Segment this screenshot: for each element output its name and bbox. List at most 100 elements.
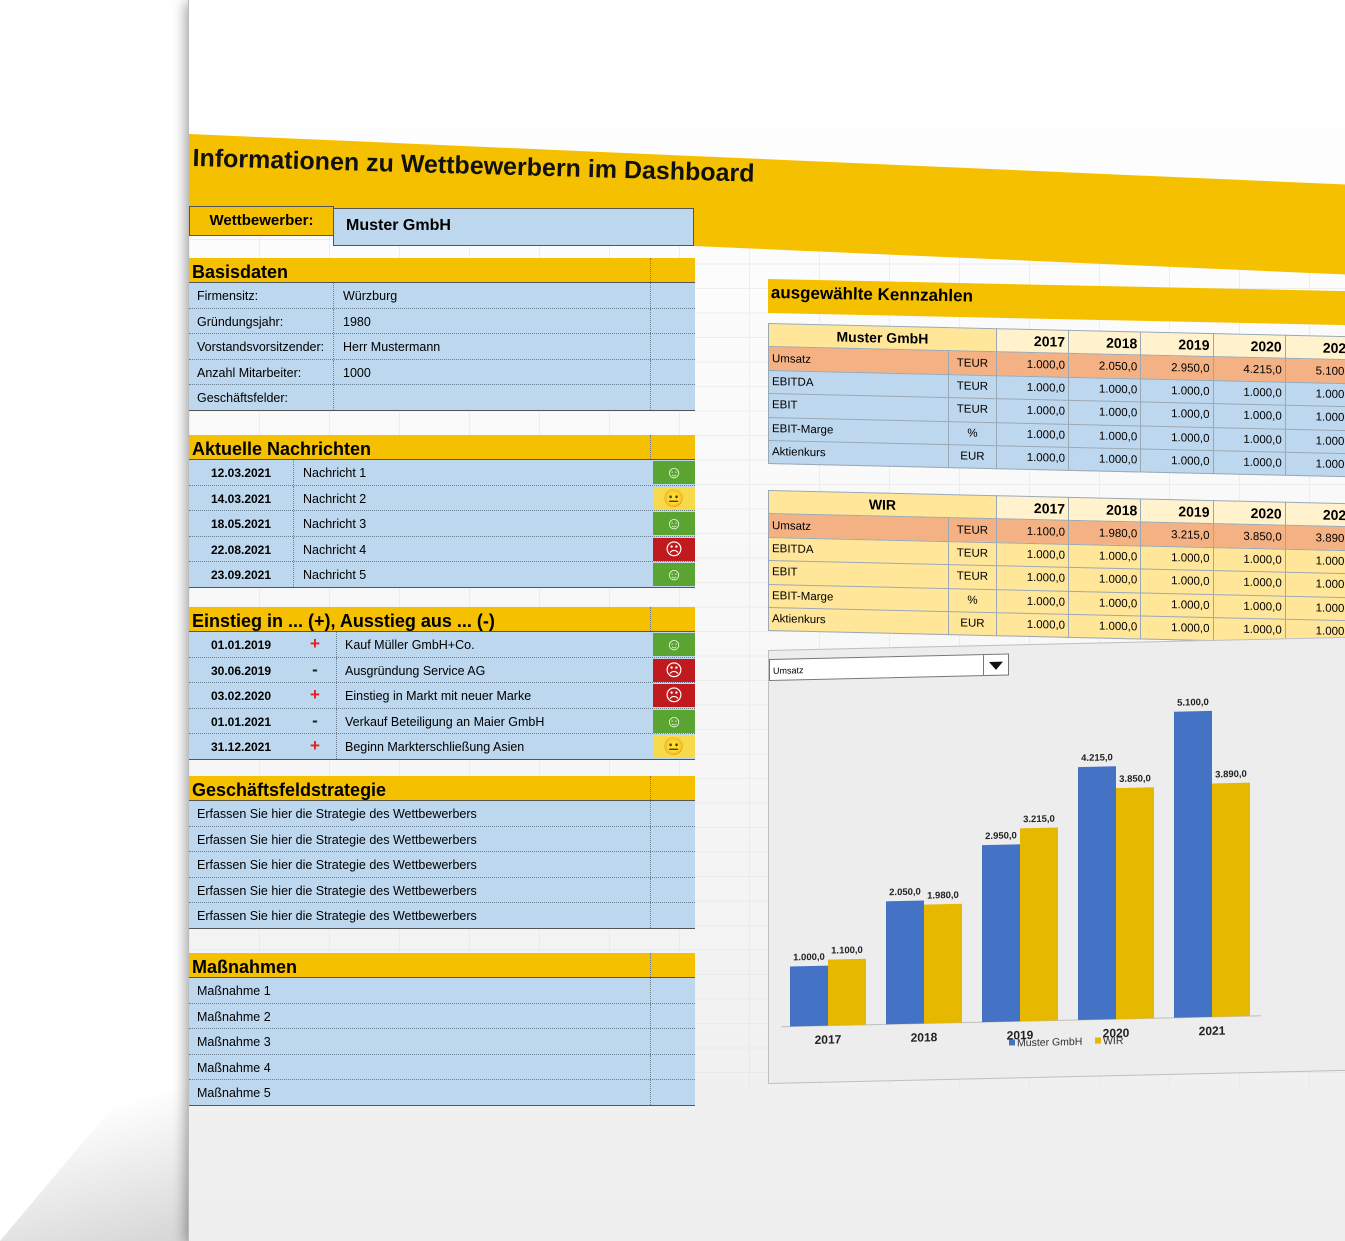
news-text[interactable]: Nachricht 3 [293,511,366,536]
entry-text[interactable]: Einstieg in Markt mit neuer Marke [336,683,531,708]
kpi-value[interactable]: 1.000,0 [1140,425,1213,451]
entry-text[interactable]: Ausgründung Service AG [336,657,485,682]
kpi-value[interactable]: 1.000,0 [1213,570,1286,596]
news-text[interactable]: Nachricht 2 [293,485,366,510]
entry-date: 03.02.2020 [210,689,272,703]
kpi-year: 2017 [996,495,1069,521]
entry-text[interactable]: Kauf Müller GmbH+Co. [336,632,475,657]
competitor-field[interactable]: Muster GmbH [333,208,694,246]
kpi-value[interactable]: 1.000,0 [1285,549,1345,575]
kpi-value[interactable]: 1.000,0 [1140,378,1213,404]
kpi-unit: % [948,421,997,446]
kpi-year: 2021 [1285,502,1345,528]
news-text[interactable]: Nachricht 1 [293,460,366,485]
kpi-value[interactable]: 1.000,0 [1213,594,1286,620]
measure-text[interactable]: Maßnahme 1 [197,984,271,998]
kpi-value[interactable]: 1.000,0 [1068,423,1141,449]
kpi-value[interactable]: 1.000,0 [1068,400,1141,426]
legend-swatch [1095,1037,1101,1044]
kpi-value[interactable]: 1.000,0 [1213,450,1286,476]
kpi-year: 2021 [1285,335,1345,361]
kpi-value[interactable]: 1.000,0 [1285,572,1345,598]
kpi-value[interactable]: 3.890,0 [1285,525,1345,551]
kpi-value[interactable]: 1.000,0 [1285,595,1345,621]
news-row: 22.08.2021 Nachricht 4 ☹ [189,536,695,562]
kpi-value[interactable]: 1.000,0 [996,422,1069,448]
empty-cell [650,385,696,410]
section-heading: Basisdaten [189,258,695,283]
kpi-value[interactable]: 1.000,0 [996,565,1069,591]
kpi-value[interactable]: 1.000,0 [1068,590,1141,616]
kpi-value[interactable]: 1.000,0 [1140,615,1213,641]
strategy-text[interactable]: Erfassen Sie hier die Strategie des Wett… [197,807,477,821]
data-label: 3.890,0 [1215,769,1247,781]
kpi-value[interactable]: 1.000,0 [996,375,1069,401]
kpi-value[interactable]: 1.000,0 [1213,403,1286,429]
kpi-value[interactable]: 2.050,0 [1068,353,1141,379]
strategy-text[interactable]: Erfassen Sie hier die Strategie des Wett… [197,832,477,847]
kpi-value[interactable]: 1.000,0 [996,589,1069,615]
kpi-value[interactable]: 1.000,0 [1140,592,1213,618]
entry-text[interactable]: Verkauf Beteiligung an Maier GmbH [336,708,544,733]
field-value[interactable] [333,385,660,410]
positive-smiley-icon: ☺ [653,709,695,733]
entry-text[interactable]: Beginn Markterschließung Asien [336,734,524,759]
kpi-value[interactable]: 1.000,0 [1213,380,1286,406]
data-label: 2.050,0 [889,887,921,899]
measure-text[interactable]: Maßnahme 3 [197,1035,271,1049]
basisdaten-row: Firmensitz: Würzburg [189,283,695,309]
plus-icon: + [310,634,320,653]
kpi-value[interactable]: 5.100,0 [1285,358,1345,384]
strategy-text[interactable]: Erfassen Sie hier die Strategie des Wett… [197,909,477,923]
field-value[interactable]: Würzburg [333,283,660,308]
kpi-value[interactable]: 1.000,0 [1068,544,1141,570]
kpi-value[interactable]: 1.000,0 [1140,545,1213,571]
kpi-value[interactable]: 1.000,0 [1285,382,1345,408]
kpi-unit: TEUR [948,517,997,543]
kpi-year: 2017 [996,328,1069,354]
kpi-value[interactable]: 1.000,0 [1213,547,1286,573]
kpi-value[interactable]: 1.000,0 [996,445,1069,471]
kpi-value[interactable]: 1.000,0 [996,398,1069,424]
kpi-value[interactable]: 1.000,0 [1140,402,1213,428]
kpi-value[interactable]: 3.215,0 [1140,522,1213,548]
kpi-value[interactable]: 1.000,0 [1285,428,1345,454]
kpi-value[interactable]: 1.980,0 [1068,520,1141,546]
field-value[interactable]: 1980 [333,308,660,333]
measure-text[interactable]: Maßnahme 2 [197,1009,271,1024]
kpi-value[interactable]: 1.000,0 [1068,377,1141,403]
news-text[interactable]: Nachricht 4 [293,536,366,561]
news-text[interactable]: Nachricht 5 [293,562,366,587]
measure-row: Maßnahme 3 [189,1029,695,1055]
kpi-value[interactable]: 1.000,0 [996,542,1069,568]
kpi-value[interactable]: 1.100,0 [996,519,1069,545]
kpi-value[interactable]: 1.000,0 [996,352,1069,378]
measure-text[interactable]: Maßnahme 4 [197,1060,271,1075]
x-tick-label: 2020 [1103,1026,1130,1041]
kpi-value[interactable]: 1.000,0 [1213,427,1286,453]
section-heading: Einstieg in ... (+), Ausstieg aus ... (-… [189,607,695,632]
positive-smiley-icon: ☺ [653,563,695,586]
kpi-value[interactable]: 1.000,0 [1068,567,1141,593]
kpi-value[interactable]: 1.000,0 [996,612,1069,638]
kpi-value[interactable]: 1.000,0 [1140,448,1213,474]
kpi-value[interactable]: 3.850,0 [1213,523,1286,550]
measure-text[interactable]: Maßnahme 5 [197,1086,271,1100]
kpi-value[interactable]: 4.215,0 [1213,356,1286,383]
field-value[interactable]: 1000 [333,359,660,384]
competitor-label: Wettbewerber: [189,206,334,236]
strategy-text[interactable]: Erfassen Sie hier die Strategie des Wett… [197,883,477,898]
kpi-value[interactable]: 2.950,0 [1140,355,1213,381]
entry-row: 03.02.2020 + Einstieg in Markt mit neuer M… [189,683,695,709]
empty-cell [650,877,696,902]
kpi-value[interactable]: 1.000,0 [1285,452,1345,478]
kpi-value[interactable]: 1.000,0 [1285,405,1345,431]
kpi-year: 2018 [1068,497,1141,523]
strategy-text[interactable]: Erfassen Sie hier die Strategie des Wett… [197,858,477,872]
kpi-value[interactable]: 1.000,0 [1068,614,1141,640]
kpi-value[interactable]: 1.000,0 [1068,447,1141,473]
kpi-unit: TEUR [948,397,997,423]
kpi-value[interactable]: 1.000,0 [1140,569,1213,595]
field-value[interactable]: Herr Mustermann [333,334,660,359]
empty-cell [650,1003,696,1028]
